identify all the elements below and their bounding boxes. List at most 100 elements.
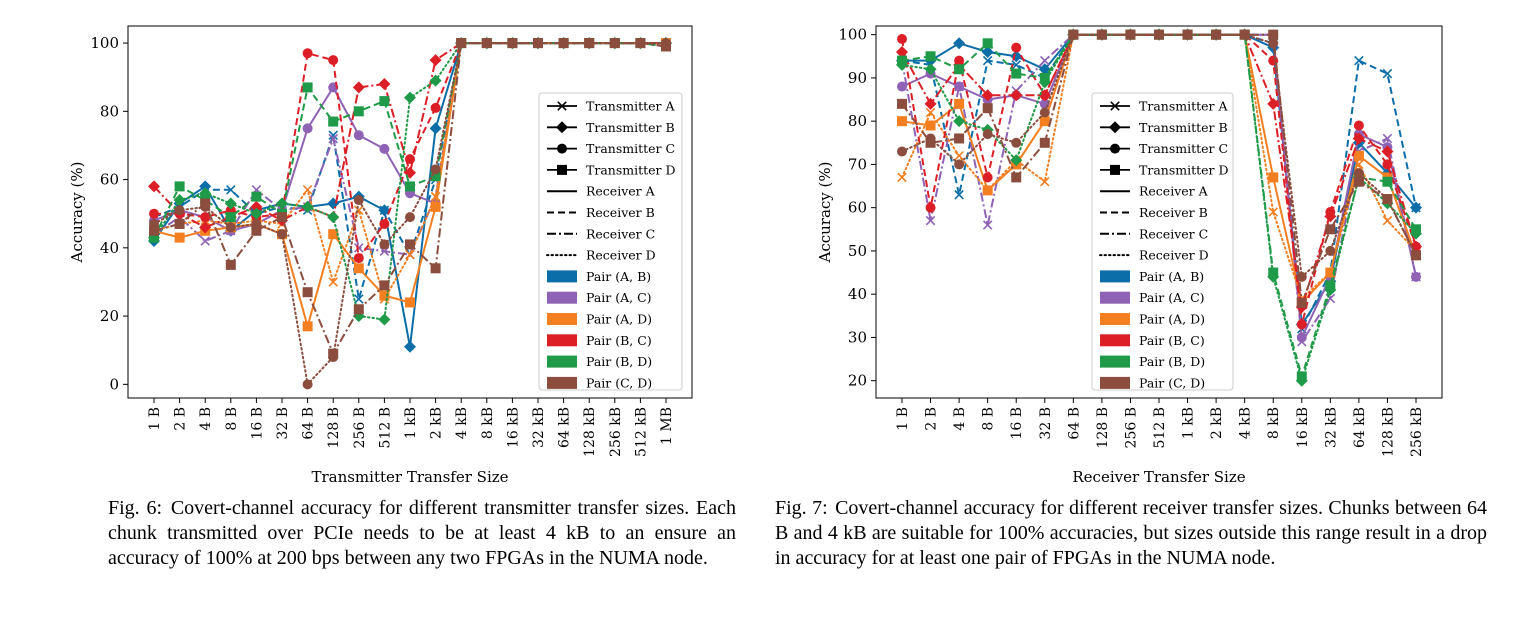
data-point xyxy=(378,204,391,217)
x-tick-label: 64 B xyxy=(301,407,317,440)
legend-label: Pair (B, C) xyxy=(1139,333,1205,348)
data-point xyxy=(1268,267,1279,278)
y-tick-label: 20 xyxy=(100,307,119,325)
data-point xyxy=(1011,172,1022,183)
x-tick-label: 4 B xyxy=(952,407,968,431)
data-point xyxy=(954,55,965,66)
data-point xyxy=(149,232,159,243)
figure-7-caption: Fig. 7: Covert-channel accuracy for diff… xyxy=(775,496,1487,571)
data-point xyxy=(1239,29,1250,40)
data-point xyxy=(353,304,364,315)
legend-marker xyxy=(1110,164,1120,175)
legend-label: Receiver D xyxy=(1139,248,1209,263)
data-point xyxy=(225,222,236,233)
data-point xyxy=(199,180,212,193)
legend-label: Pair (A, C) xyxy=(586,290,652,305)
data-point xyxy=(1268,207,1278,217)
legend-label: Pair (A, D) xyxy=(1139,312,1205,327)
data-point xyxy=(404,340,416,353)
data-point xyxy=(982,129,993,140)
data-point xyxy=(1353,168,1364,179)
data-point xyxy=(1354,55,1364,66)
legend-label: Receiver C xyxy=(1139,226,1208,241)
x-tick-label: 16 B xyxy=(1009,407,1025,440)
legend-swatch xyxy=(1100,355,1130,368)
data-point xyxy=(302,48,313,59)
legend-label: Transmitter A xyxy=(586,99,675,114)
data-point xyxy=(1182,29,1193,40)
data-point xyxy=(925,215,936,226)
data-point xyxy=(174,205,185,216)
data-point xyxy=(1325,280,1336,291)
x-tick-label: 32 B xyxy=(275,407,291,440)
data-point xyxy=(1268,29,1279,40)
data-point xyxy=(302,379,313,390)
data-point xyxy=(1267,97,1280,110)
data-point xyxy=(405,239,415,250)
data-point xyxy=(302,185,313,195)
data-point xyxy=(250,200,263,213)
data-point xyxy=(405,181,415,192)
x-tick-label: 256 kB xyxy=(608,407,624,457)
data-point xyxy=(149,225,159,236)
x-tick-label: 2 B xyxy=(924,407,940,431)
data-point xyxy=(661,41,671,52)
x-tick-label: 16 kB xyxy=(505,407,521,448)
data-point xyxy=(328,116,339,127)
data-point xyxy=(302,321,313,332)
data-point xyxy=(897,116,907,127)
figure-7-text: Covert-channel accuracy for different re… xyxy=(775,497,1487,569)
legend-swatch xyxy=(547,313,577,325)
data-point xyxy=(199,221,212,234)
data-point xyxy=(481,38,492,49)
legend-label: Pair (B, C) xyxy=(586,333,652,348)
data-point xyxy=(954,64,965,75)
data-point xyxy=(405,297,415,308)
data-point xyxy=(378,78,391,91)
data-point xyxy=(379,290,390,301)
data-point xyxy=(200,236,210,246)
legend-label: Receiver D xyxy=(586,248,656,263)
data-point xyxy=(924,97,937,110)
figure-7-label: Fig. 7: xyxy=(775,497,828,519)
data-point xyxy=(954,133,965,144)
legend-label: Pair (B, D) xyxy=(1139,354,1205,369)
data-point xyxy=(379,280,390,291)
y-axis-label: Accuracy (%) xyxy=(816,161,834,263)
data-point xyxy=(1296,319,1307,330)
data-point xyxy=(1296,332,1307,343)
data-point xyxy=(148,180,160,193)
data-point xyxy=(897,172,907,183)
data-point xyxy=(353,253,364,264)
data-point xyxy=(302,123,313,134)
data-point xyxy=(1125,29,1136,40)
y-axis-label: Accuracy (%) xyxy=(68,161,86,263)
data-point xyxy=(981,89,994,102)
data-point xyxy=(897,98,907,109)
legend-label: Transmitter B xyxy=(1139,120,1228,135)
x-tick-label: 8 B xyxy=(981,407,997,431)
legend: Transmitter A Transmitter B Transmitter C T… xyxy=(1091,92,1234,391)
data-point xyxy=(328,130,338,140)
data-point xyxy=(456,38,467,49)
data-point xyxy=(1039,107,1050,118)
data-point xyxy=(1011,42,1022,53)
data-point xyxy=(982,55,993,66)
x-tick-label: 128 kB xyxy=(582,407,598,457)
data-point xyxy=(1211,29,1222,40)
data-point xyxy=(925,107,936,118)
x-tick-label: 4 kB xyxy=(454,407,470,439)
x-tick-label: 8 kB xyxy=(1266,407,1282,439)
series-12 xyxy=(897,29,1421,308)
x-tick-label: 512 B xyxy=(1152,407,1168,448)
data-point xyxy=(429,54,442,67)
data-point xyxy=(405,249,415,260)
legend-label: Transmitter D xyxy=(586,162,676,177)
data-point xyxy=(1325,245,1336,256)
data-point xyxy=(1325,267,1336,278)
x-tick-label: 1 kB xyxy=(1181,407,1197,439)
data-point xyxy=(1154,29,1164,40)
data-point xyxy=(405,154,415,165)
data-point xyxy=(200,212,211,223)
y-tick-label: 100 xyxy=(838,26,867,44)
